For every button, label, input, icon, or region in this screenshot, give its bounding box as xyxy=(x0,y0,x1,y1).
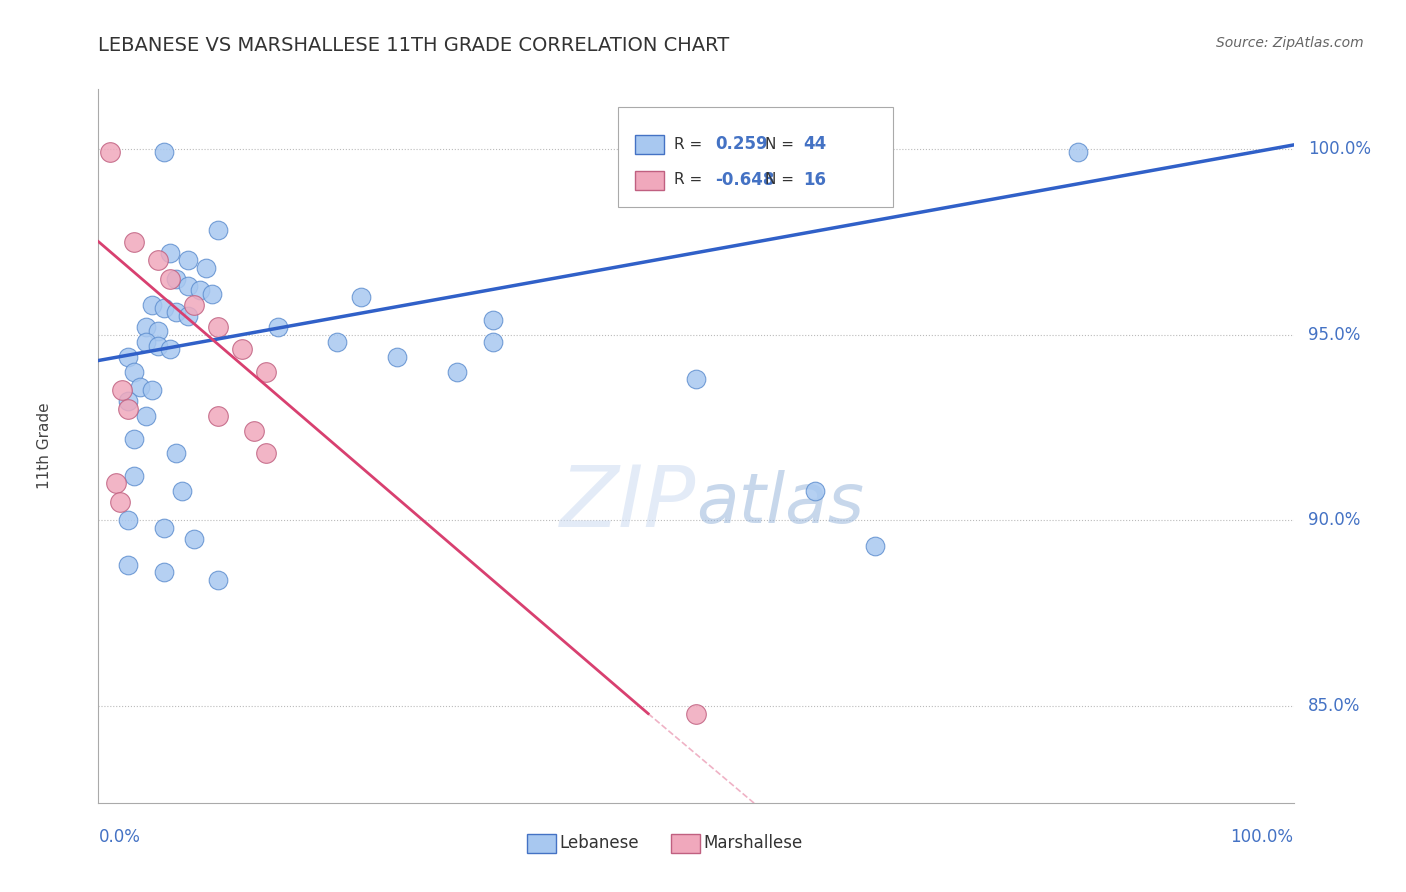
Point xyxy=(124,365,146,379)
Point xyxy=(177,253,200,268)
Point xyxy=(129,379,152,393)
Point xyxy=(148,253,170,268)
Text: R =: R = xyxy=(675,172,707,187)
Text: 16: 16 xyxy=(804,171,827,189)
Point xyxy=(165,271,187,285)
Point xyxy=(254,446,277,460)
Point xyxy=(194,260,217,275)
Point xyxy=(111,383,134,397)
Text: 100.0%: 100.0% xyxy=(1230,828,1294,846)
Point xyxy=(177,309,200,323)
Point xyxy=(135,409,157,424)
Text: N =: N = xyxy=(765,172,799,187)
Text: N =: N = xyxy=(765,136,799,152)
Point xyxy=(863,539,886,553)
Point xyxy=(153,145,176,160)
Point xyxy=(188,283,211,297)
Point xyxy=(172,483,194,498)
Text: 90.0%: 90.0% xyxy=(1308,511,1360,529)
Point xyxy=(326,334,349,349)
Point xyxy=(159,343,181,357)
Point xyxy=(153,566,176,580)
Text: Lebanese: Lebanese xyxy=(560,835,640,853)
Point xyxy=(243,424,266,438)
Text: -0.648: -0.648 xyxy=(716,171,775,189)
Point xyxy=(685,372,707,386)
Point xyxy=(481,312,505,326)
Text: 11th Grade: 11th Grade xyxy=(37,402,52,490)
Point xyxy=(117,513,139,527)
Point xyxy=(124,235,146,249)
Point xyxy=(177,279,200,293)
Text: 44: 44 xyxy=(804,136,827,153)
Point xyxy=(153,521,176,535)
Point xyxy=(117,558,139,572)
Point xyxy=(159,245,181,260)
Point xyxy=(117,350,139,364)
Point xyxy=(201,286,224,301)
Point xyxy=(159,271,181,285)
Point xyxy=(207,320,229,334)
FancyBboxPatch shape xyxy=(527,834,557,854)
Text: 95.0%: 95.0% xyxy=(1308,326,1360,343)
Point xyxy=(117,394,139,409)
Point xyxy=(148,339,170,353)
Point xyxy=(98,145,122,160)
Point xyxy=(124,468,146,483)
Text: ZIP: ZIP xyxy=(560,461,696,545)
Point xyxy=(105,476,128,491)
Point xyxy=(165,446,187,460)
Point xyxy=(153,301,176,316)
Point xyxy=(148,324,170,338)
Point xyxy=(254,365,277,379)
Point xyxy=(108,494,131,508)
Point xyxy=(135,334,157,349)
Text: Marshallese: Marshallese xyxy=(703,835,803,853)
Text: LEBANESE VS MARSHALLESE 11TH GRADE CORRELATION CHART: LEBANESE VS MARSHALLESE 11TH GRADE CORRE… xyxy=(98,36,730,54)
Point xyxy=(141,298,163,312)
Text: atlas: atlas xyxy=(696,469,863,537)
Point xyxy=(124,432,146,446)
Point xyxy=(685,706,707,721)
Text: 85.0%: 85.0% xyxy=(1308,698,1360,715)
FancyBboxPatch shape xyxy=(619,107,893,207)
Point xyxy=(117,401,139,416)
Text: 0.0%: 0.0% xyxy=(98,828,141,846)
Point xyxy=(231,343,253,357)
Point xyxy=(385,350,409,364)
Point xyxy=(267,320,290,334)
Text: 0.259: 0.259 xyxy=(716,136,768,153)
Point xyxy=(183,298,205,312)
FancyBboxPatch shape xyxy=(636,170,664,190)
Point xyxy=(141,383,163,397)
Text: R =: R = xyxy=(675,136,707,152)
Point xyxy=(446,365,468,379)
Point xyxy=(135,320,157,334)
Point xyxy=(183,532,205,546)
Point xyxy=(207,223,229,237)
Point xyxy=(481,334,505,349)
Point xyxy=(207,573,229,587)
Text: Source: ZipAtlas.com: Source: ZipAtlas.com xyxy=(1216,36,1364,50)
FancyBboxPatch shape xyxy=(636,135,664,154)
Point xyxy=(804,483,827,498)
Point xyxy=(350,290,373,304)
Point xyxy=(207,409,229,424)
Point xyxy=(165,305,187,319)
FancyBboxPatch shape xyxy=(671,834,700,854)
Text: 100.0%: 100.0% xyxy=(1308,140,1371,158)
Point xyxy=(1067,145,1090,160)
